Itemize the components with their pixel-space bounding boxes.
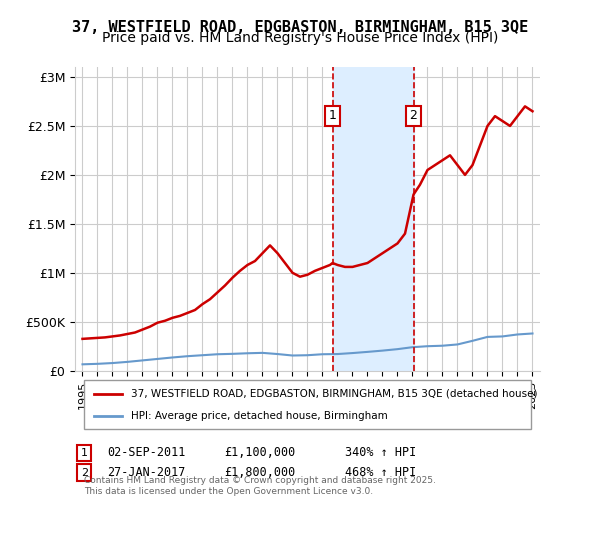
Text: £1,100,000: £1,100,000 — [224, 446, 295, 459]
Text: HPI: Average price, detached house, Birmingham: HPI: Average price, detached house, Birm… — [131, 412, 388, 421]
Text: £1,800,000: £1,800,000 — [224, 466, 295, 479]
Text: Contains HM Land Registry data © Crown copyright and database right 2025.
This d: Contains HM Land Registry data © Crown c… — [84, 476, 436, 496]
Text: 340% ↑ HPI: 340% ↑ HPI — [344, 446, 416, 459]
Text: 1: 1 — [329, 109, 337, 122]
Text: 37, WESTFIELD ROAD, EDGBASTON, BIRMINGHAM, B15 3QE: 37, WESTFIELD ROAD, EDGBASTON, BIRMINGHA… — [72, 20, 528, 35]
Text: 27-JAN-2017: 27-JAN-2017 — [107, 466, 186, 479]
Text: Price paid vs. HM Land Registry's House Price Index (HPI): Price paid vs. HM Land Registry's House … — [102, 31, 498, 45]
FancyBboxPatch shape — [84, 380, 531, 429]
Text: 02-SEP-2011: 02-SEP-2011 — [107, 446, 186, 459]
Text: 2: 2 — [410, 109, 418, 122]
Text: 2: 2 — [81, 468, 88, 478]
Text: 37, WESTFIELD ROAD, EDGBASTON, BIRMINGHAM, B15 3QE (detached house): 37, WESTFIELD ROAD, EDGBASTON, BIRMINGHA… — [131, 389, 538, 399]
Text: 1: 1 — [81, 448, 88, 458]
Text: 468% ↑ HPI: 468% ↑ HPI — [344, 466, 416, 479]
Bar — [332, 67, 413, 371]
